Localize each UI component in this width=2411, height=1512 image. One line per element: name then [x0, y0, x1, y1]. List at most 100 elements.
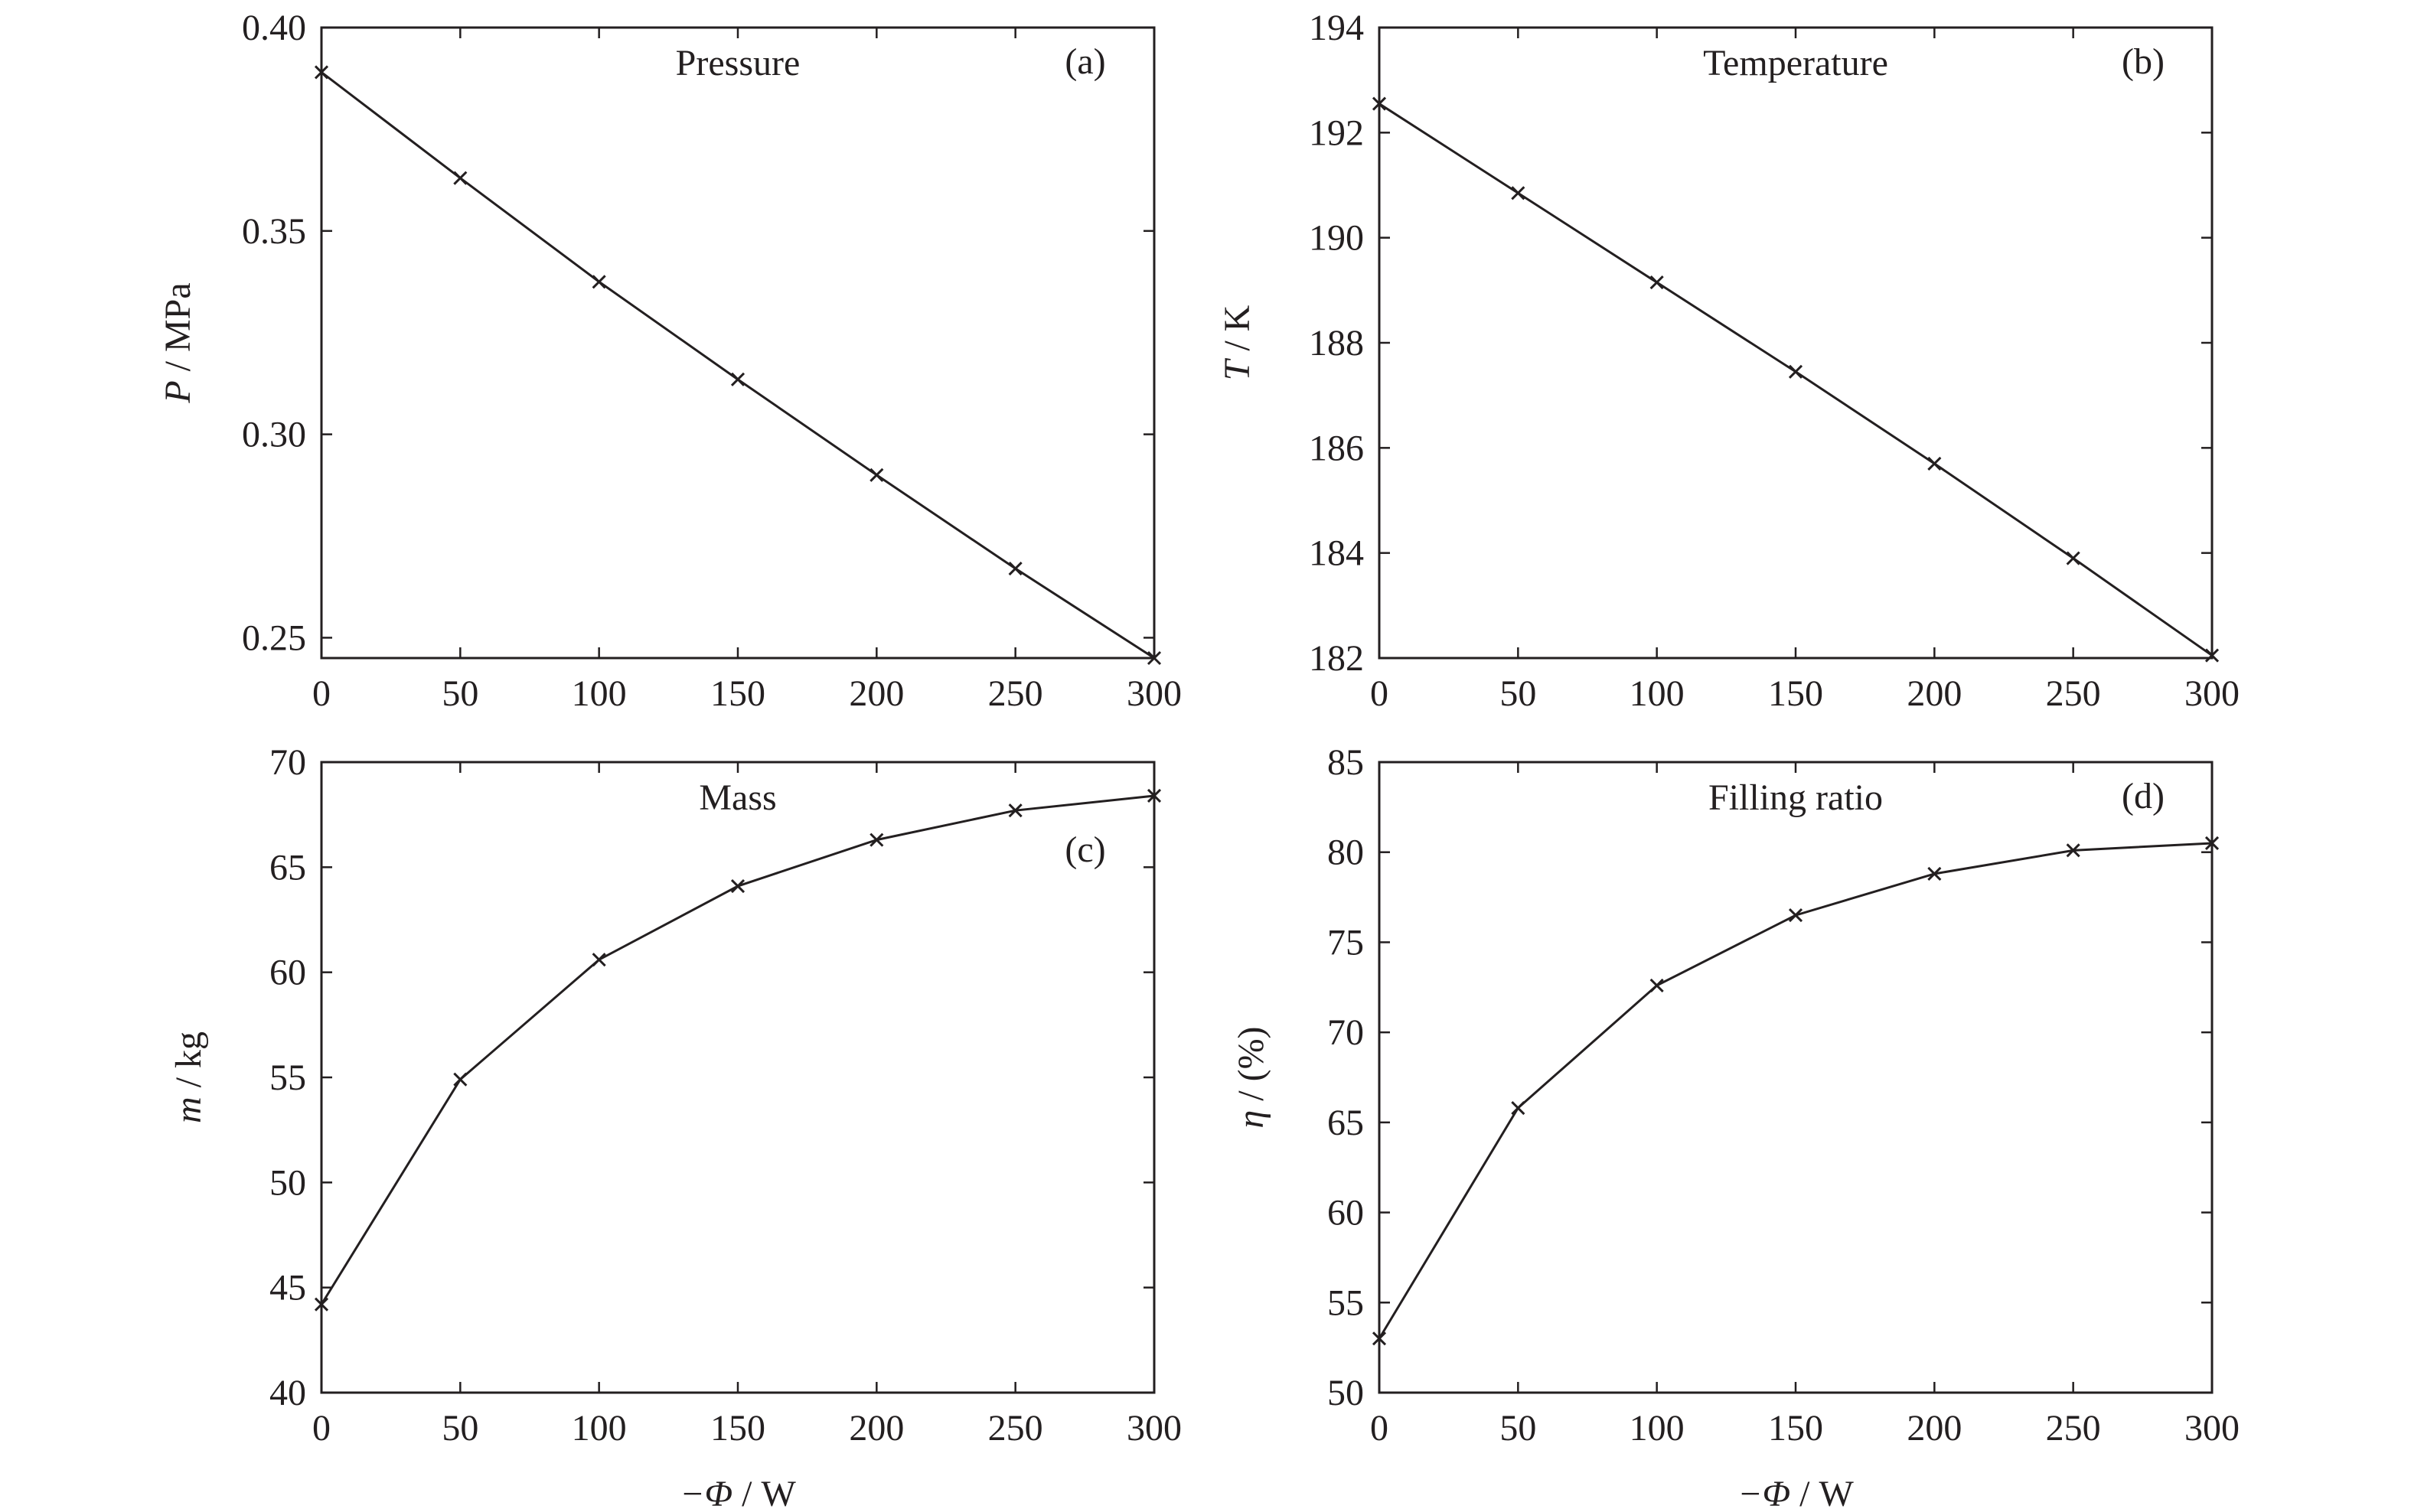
data-point-b-0: [1372, 96, 1387, 111]
y-tick-label-d-7: 85: [1327, 742, 1364, 783]
y-axis-label-c: m / kg: [168, 1031, 209, 1123]
y-tick-label-b-6: 194: [1309, 8, 1364, 48]
data-point-b-5: [2066, 551, 2080, 565]
x-tick-label-b-0: 0: [1370, 673, 1388, 714]
x-axis-label-d-symbol: −Φ: [1737, 1474, 1790, 1512]
data-point-c-1: [453, 1072, 468, 1087]
x-tick-label-c-5: 250: [988, 1408, 1043, 1448]
y-axis-label-d-unit: / (%): [1231, 1026, 1271, 1110]
panel-tag-d: (d): [2122, 776, 2165, 816]
panel-a: 0 50 100 150 200 250 300 0.25 0.30 0.35 0.40 Pressu…: [158, 8, 1182, 714]
y-tick-label-d-3: 65: [1327, 1103, 1364, 1143]
x-axis-label-c-symbol: −Φ: [680, 1474, 732, 1512]
panel-title-d: Filling ratio: [1708, 777, 1883, 818]
y-tick-label-d-2: 60: [1327, 1193, 1364, 1233]
y-tick-label-b-2: 186: [1309, 428, 1364, 468]
series-line-c-0: [320, 794, 1155, 1305]
y-tick-label-d-4: 70: [1327, 1012, 1364, 1053]
y-tick-label-c-1: 45: [269, 1268, 306, 1308]
plot-frame-a: [320, 26, 1156, 660]
data-point-a-6: [1147, 650, 1162, 666]
x-tick-label-b-3: 150: [1768, 673, 1823, 714]
x-tick-label-a-3: 150: [710, 673, 765, 714]
data-point-a-4: [869, 468, 884, 482]
x-tick-label-d-1: 50: [1499, 1408, 1536, 1448]
y-tick-label-b-1: 184: [1309, 533, 1364, 574]
x-axis-label-d-unit: / W: [1790, 1474, 1854, 1512]
y-tick-label-c-6: 70: [269, 742, 306, 783]
y-axis-label-d-symbol: η: [1231, 1110, 1271, 1129]
y-tick-label-d-6: 80: [1327, 833, 1364, 873]
panel-title-a: Pressure: [676, 43, 801, 83]
data-point-d-2: [1649, 978, 1664, 992]
y-tick-label-c-4: 60: [269, 953, 306, 993]
data-point-c-5: [1008, 803, 1023, 818]
data-point-d-5: [2066, 843, 2080, 858]
data-point-c-3: [730, 878, 745, 894]
y-tick-label-d-1: 55: [1327, 1282, 1364, 1323]
x-tick-label-d-6: 300: [2184, 1408, 2240, 1448]
x-tick-label-c-3: 150: [710, 1408, 765, 1448]
x-tick-label-d-2: 100: [1630, 1408, 1685, 1448]
x-tick-label-a-2: 100: [572, 673, 627, 714]
x-tick-label-c-2: 100: [572, 1408, 627, 1448]
y-axis-label-b-symbol: T: [1217, 357, 1258, 380]
x-axis-label-c-unit: / W: [732, 1474, 796, 1512]
data-point-c-0: [314, 1297, 329, 1312]
x-tick-label-a-1: 50: [442, 673, 478, 714]
x-tick-label-d-0: 0: [1370, 1408, 1388, 1448]
data-point-b-4: [1927, 456, 1942, 471]
x-tick-label-b-6: 300: [2184, 673, 2240, 714]
data-point-b-1: [1511, 186, 1525, 200]
x-axis-label-c: −Φ / W: [680, 1474, 796, 1512]
series-line-d-0: [1378, 842, 2213, 1340]
plot-frame-d: [1378, 761, 2214, 1394]
y-axis-label-a: P / MPa: [158, 282, 198, 403]
y-tick-label-c-2: 50: [269, 1162, 306, 1203]
x-tick-label-b-1: 50: [1499, 673, 1536, 714]
y-tick-label-b-0: 182: [1309, 638, 1364, 679]
panel-tag-b: (b): [2122, 41, 2165, 82]
data-point-a-2: [592, 275, 606, 289]
x-tick-label-a-6: 300: [1127, 673, 1182, 714]
panel-d: 0 50 100 150 200 250 3005055606570758085Fillin…: [1231, 742, 2240, 1512]
x-tick-label-d-4: 200: [1907, 1408, 1962, 1448]
x-axis-label-d: −Φ / W: [1737, 1474, 1854, 1512]
plot-frame-b: [1378, 26, 2214, 660]
x-tick-label-d-3: 150: [1768, 1408, 1823, 1448]
x-tick-label-c-4: 200: [849, 1408, 904, 1448]
panel-title-b: Temperature: [1703, 43, 1888, 83]
data-point-d-1: [1511, 1100, 1525, 1116]
data-point-c-6: [1147, 788, 1162, 803]
y-tick-label-b-4: 190: [1309, 218, 1364, 259]
data-point-d-0: [1372, 1331, 1387, 1346]
y-axis-label-a-unit: / MPa: [158, 282, 198, 380]
plot-frame-c: [320, 761, 1156, 1394]
panel-c: 0 50 100 150 200 250 300 40 45 50 55 60 65 70 Mass (c) m…: [168, 742, 1182, 1512]
y-axis-label-b: T / K: [1217, 305, 1258, 380]
data-point-a-3: [730, 372, 745, 386]
panel-title-c: Mass: [699, 777, 776, 818]
data-point-d-3: [1788, 908, 1803, 923]
y-tick-label-c-0: 40: [269, 1373, 306, 1413]
data-point-a-0: [314, 65, 329, 80]
x-tick-label-b-2: 100: [1630, 673, 1685, 714]
y-axis-label-c-unit: / kg: [168, 1031, 209, 1097]
y-tick-label-b-5: 192: [1309, 112, 1364, 153]
y-tick-label-a-1: 0.30: [242, 415, 306, 455]
x-tick-label-c-1: 50: [442, 1408, 478, 1448]
x-tick-label-c-0: 0: [312, 1408, 331, 1448]
y-tick-label-a-3: 0.40: [242, 8, 306, 48]
panel-tag-c: (c): [1065, 829, 1105, 870]
data-point-c-2: [592, 953, 606, 967]
y-axis-label-a-symbol: P: [158, 380, 198, 403]
y-tick-label-d-0: 50: [1327, 1373, 1364, 1413]
data-point-c-4: [869, 833, 884, 847]
x-tick-label-c-6: 300: [1127, 1408, 1182, 1448]
y-tick-label-b-3: 188: [1309, 323, 1364, 363]
y-axis-label-b-unit: / K: [1217, 305, 1258, 360]
series-line-a-0: [321, 71, 1155, 660]
panel-b: 0 50 100 150 200 250 300 182 184 186 188 190 192 194 T…: [1217, 8, 2240, 714]
data-point-d-4: [1927, 866, 1942, 881]
